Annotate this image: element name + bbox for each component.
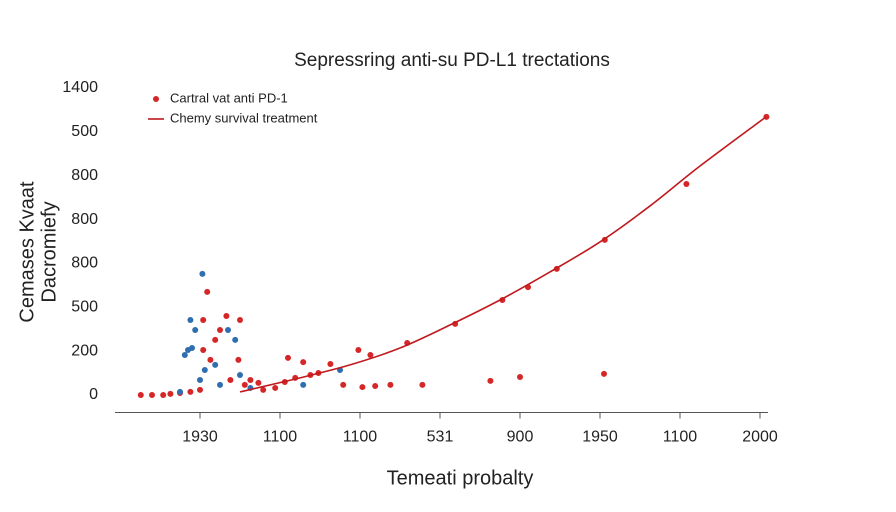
x-tick-label: 2000	[742, 429, 778, 446]
point	[197, 386, 203, 393]
point	[237, 316, 243, 323]
point	[487, 377, 494, 384]
x-axis-label: Temeati probalty	[387, 467, 534, 489]
point	[137, 391, 144, 398]
point	[201, 366, 208, 373]
point	[372, 382, 379, 389]
point	[167, 390, 174, 397]
point	[285, 354, 291, 361]
point	[247, 377, 254, 384]
y-tick-label: 800	[71, 211, 98, 228]
point	[232, 336, 239, 343]
point	[387, 381, 394, 388]
point	[200, 316, 207, 323]
y-tick-label: 800	[71, 167, 98, 184]
y-tick-label: 500	[71, 123, 98, 140]
y-axis-label: Cemases Kvaat Dacromiefy	[16, 181, 60, 323]
point	[217, 381, 223, 388]
point	[177, 388, 183, 395]
y-tick-label: 500	[71, 298, 98, 315]
point	[419, 381, 426, 388]
y-axis-label-line: Cemases Kvaat	[16, 181, 38, 323]
point	[355, 347, 362, 354]
point	[187, 388, 194, 395]
point	[204, 288, 211, 295]
point	[300, 359, 307, 366]
point	[260, 386, 267, 393]
x-tick-label: 1100	[663, 429, 698, 446]
point	[601, 370, 607, 377]
point	[160, 391, 167, 398]
chart-title: Sepressring anti-su PD-L1 trectations	[294, 50, 610, 71]
legend-label: Chemy survival treatment	[170, 110, 318, 125]
point	[189, 345, 195, 352]
point	[200, 347, 207, 354]
point	[181, 352, 188, 359]
y-tick-label: 0	[89, 386, 98, 403]
y-axis-label-line: Dacromiefy	[38, 201, 60, 302]
point	[255, 379, 262, 386]
point	[237, 372, 243, 379]
point	[212, 336, 219, 343]
point	[217, 327, 223, 334]
point	[212, 361, 219, 368]
y-tick-label: 200	[71, 342, 98, 359]
legend-label: Cartral vat anti PD-1	[170, 90, 288, 105]
point	[683, 181, 690, 188]
legend-swatch	[153, 96, 159, 102]
point	[199, 270, 206, 277]
point	[197, 377, 203, 384]
point	[227, 377, 234, 384]
x-tick-label: 1930	[182, 429, 218, 446]
point	[517, 373, 523, 380]
y-tick-label: 1400	[62, 79, 98, 96]
point	[327, 361, 334, 368]
x-tick-label: 1100	[343, 429, 378, 446]
x-tick-label: 1950	[582, 429, 618, 446]
point	[300, 381, 307, 388]
point	[367, 352, 374, 359]
x-tick-label: 1100	[263, 429, 298, 446]
y-tick-label: 800	[71, 255, 98, 272]
point	[223, 313, 230, 320]
line	[239, 116, 767, 393]
point	[340, 381, 347, 388]
point	[272, 384, 279, 391]
point	[207, 356, 214, 363]
point	[235, 356, 242, 363]
x-tick-label: 531	[427, 429, 454, 446]
point	[359, 384, 366, 391]
x-tick-label: 900	[507, 429, 534, 446]
point	[187, 316, 194, 323]
point	[225, 327, 231, 334]
point	[241, 381, 248, 388]
point	[149, 391, 155, 398]
point	[192, 327, 199, 334]
